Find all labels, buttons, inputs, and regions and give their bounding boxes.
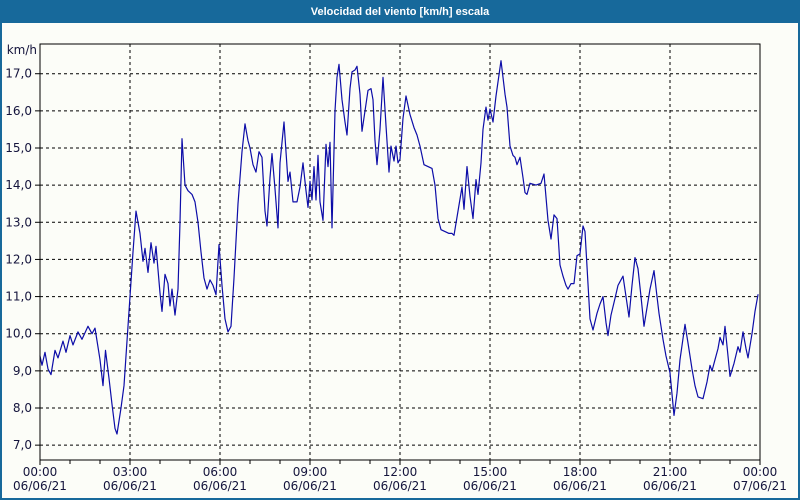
axis-ticks — [35, 73, 761, 465]
svg-text:14,0: 14,0 — [5, 178, 32, 192]
svg-text:17,0: 17,0 — [5, 67, 32, 81]
svg-text:03:00: 03:00 — [113, 465, 148, 479]
window-titlebar: Velocidad del viento [km/h] escala — [2, 2, 798, 23]
svg-text:06/06/21: 06/06/21 — [13, 479, 67, 493]
window-title: Velocidad del viento [km/h] escala — [310, 6, 490, 18]
svg-text:9,0: 9,0 — [13, 364, 32, 378]
svg-text:00:00: 00:00 — [743, 465, 778, 479]
svg-text:06/06/21: 06/06/21 — [373, 479, 427, 493]
y-axis-labels: 17,0 16,0 15,0 14,0 13,0 12,0 11,0 10,0 9,0 8,0 7,… — [5, 43, 37, 452]
svg-text:7,0: 7,0 — [13, 438, 32, 452]
svg-text:06:00: 06:00 — [203, 465, 238, 479]
svg-text:15:00: 15:00 — [473, 465, 508, 479]
svg-text:21:00: 21:00 — [653, 465, 688, 479]
svg-text:18:00: 18:00 — [563, 465, 598, 479]
plot-border — [39, 43, 761, 461]
svg-text:13,0: 13,0 — [5, 215, 32, 229]
svg-text:16,0: 16,0 — [5, 104, 32, 118]
svg-text:10,0: 10,0 — [5, 327, 32, 341]
svg-text:15,0: 15,0 — [5, 141, 32, 155]
svg-text:12:00: 12:00 — [383, 465, 418, 479]
svg-text:8,0: 8,0 — [13, 401, 32, 415]
svg-text:07/06/21: 07/06/21 — [733, 479, 787, 493]
x-gridlines — [129, 44, 671, 460]
wind-speed-line — [39, 60, 759, 435]
svg-text:06/06/21: 06/06/21 — [193, 479, 247, 493]
x-axis-labels: 00:0006/06/2103:0006/06/2106:0006/06/210… — [13, 465, 787, 493]
svg-text:06/06/21: 06/06/21 — [103, 479, 157, 493]
svg-text:11,0: 11,0 — [5, 290, 32, 304]
svg-text:00:00: 00:00 — [23, 465, 58, 479]
svg-text:06/06/21: 06/06/21 — [283, 479, 337, 493]
svg-text:12,0: 12,0 — [5, 252, 32, 266]
svg-text:09:00: 09:00 — [293, 465, 328, 479]
axis-unit-label: km/h — [7, 43, 37, 57]
svg-text:06/06/21: 06/06/21 — [553, 479, 607, 493]
svg-text:06/06/21: 06/06/21 — [463, 479, 517, 493]
svg-text:06/06/21: 06/06/21 — [643, 479, 697, 493]
